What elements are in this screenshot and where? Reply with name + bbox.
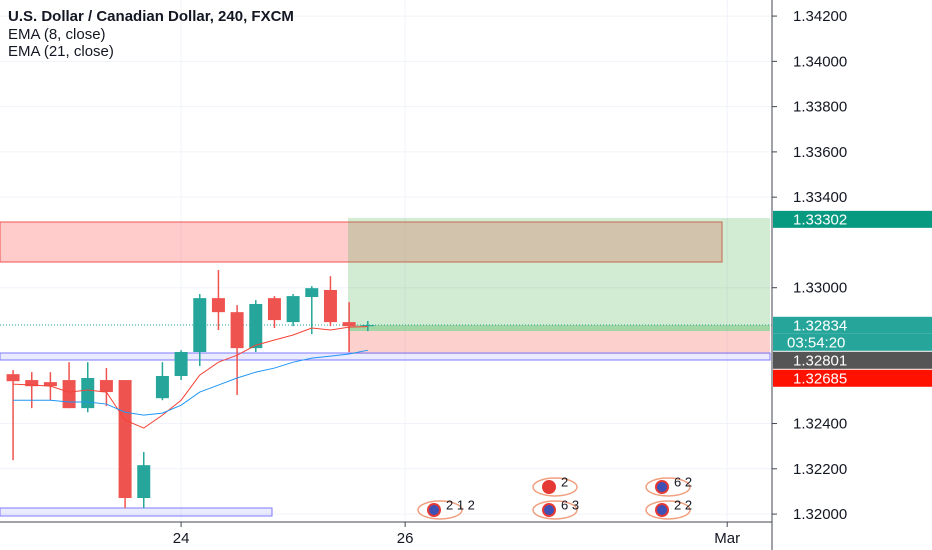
candle-body [211,298,225,313]
event-flag-icon [427,503,441,517]
axes: 1.34200 1.34000 1.33800 1.33600 1.33400 1.330… [173,8,932,547]
y-tick-label: 1.32000 [793,506,847,523]
candle-body [99,380,113,393]
resistance-zone [0,221,723,263]
event-label: 6 2 [674,474,692,489]
y-tick-label: 1.32200 [793,461,847,478]
price-label: 1.32801 [793,352,847,369]
entry-band [348,325,770,331]
event-label: 2 1 2 [446,497,475,512]
candle-body [43,382,57,387]
legend-entry: EMA (21, close) [8,43,114,60]
price-label: 1.33302 [793,211,847,228]
event-flag-icon [655,480,669,494]
candle-body [62,380,76,409]
candle-body [267,298,281,321]
candle-body [81,378,95,409]
price-label: 1.32834 [793,317,847,334]
y-tick-label: 1.33000 [793,280,847,297]
y-tick-label: 1.34200 [793,8,847,25]
price-label-box [773,369,932,387]
candle-body [118,380,132,499]
candle-body [6,374,20,382]
countdown-box [773,333,932,351]
countdown: 03:54:20 [787,334,845,351]
ema-line [13,349,368,416]
x-tick-label: 26 [397,530,414,547]
y-tick-label: 1.33400 [793,189,847,206]
candle-body [286,296,300,323]
price-label-box [773,210,932,228]
legend-entry: EMA (8, close) [8,26,106,43]
event-flag-icon [655,503,669,517]
candle-body [305,288,319,297]
candle-body [174,351,188,376]
event-flag-icon [542,503,556,517]
stop-zone [348,331,770,354]
x-tick-label: 24 [173,530,190,547]
candle-body [342,322,356,327]
ema-line [13,326,368,429]
price-label-box [773,351,932,369]
legend: U.S. Dollar / Canadian Dollar, 240, FXCM… [8,8,294,60]
candle-body [249,304,263,349]
x-tick-label: Mar [714,530,740,547]
support-line [0,352,771,361]
profit-zone [348,218,770,331]
candle-body [323,289,337,323]
price-label-box [773,316,932,334]
candle-body [361,325,375,327]
y-tick-label: 1.33600 [793,144,847,161]
chart-title: U.S. Dollar / Canadian Dollar, 240, FXCM [8,8,294,25]
plot: 2 6 2 2 1 2 6 3 2 2 [6,270,692,520]
y-tick-label: 1.34000 [793,53,847,70]
event-label: 2 2 [674,497,692,512]
y-tick-label: 1.32400 [793,415,847,432]
price-label: 1.32685 [793,370,847,387]
candle-body [230,312,244,349]
event-label: 6 3 [561,497,579,512]
candle-body [193,298,207,352]
candle-body [137,465,151,499]
zones [0,218,772,517]
y-tick-label: 1.33800 [793,99,847,116]
event-label: 2 [561,474,568,489]
candle-body [155,375,169,399]
candle-body [25,380,39,387]
support-box [0,507,273,517]
event-flag-icon [542,480,556,494]
